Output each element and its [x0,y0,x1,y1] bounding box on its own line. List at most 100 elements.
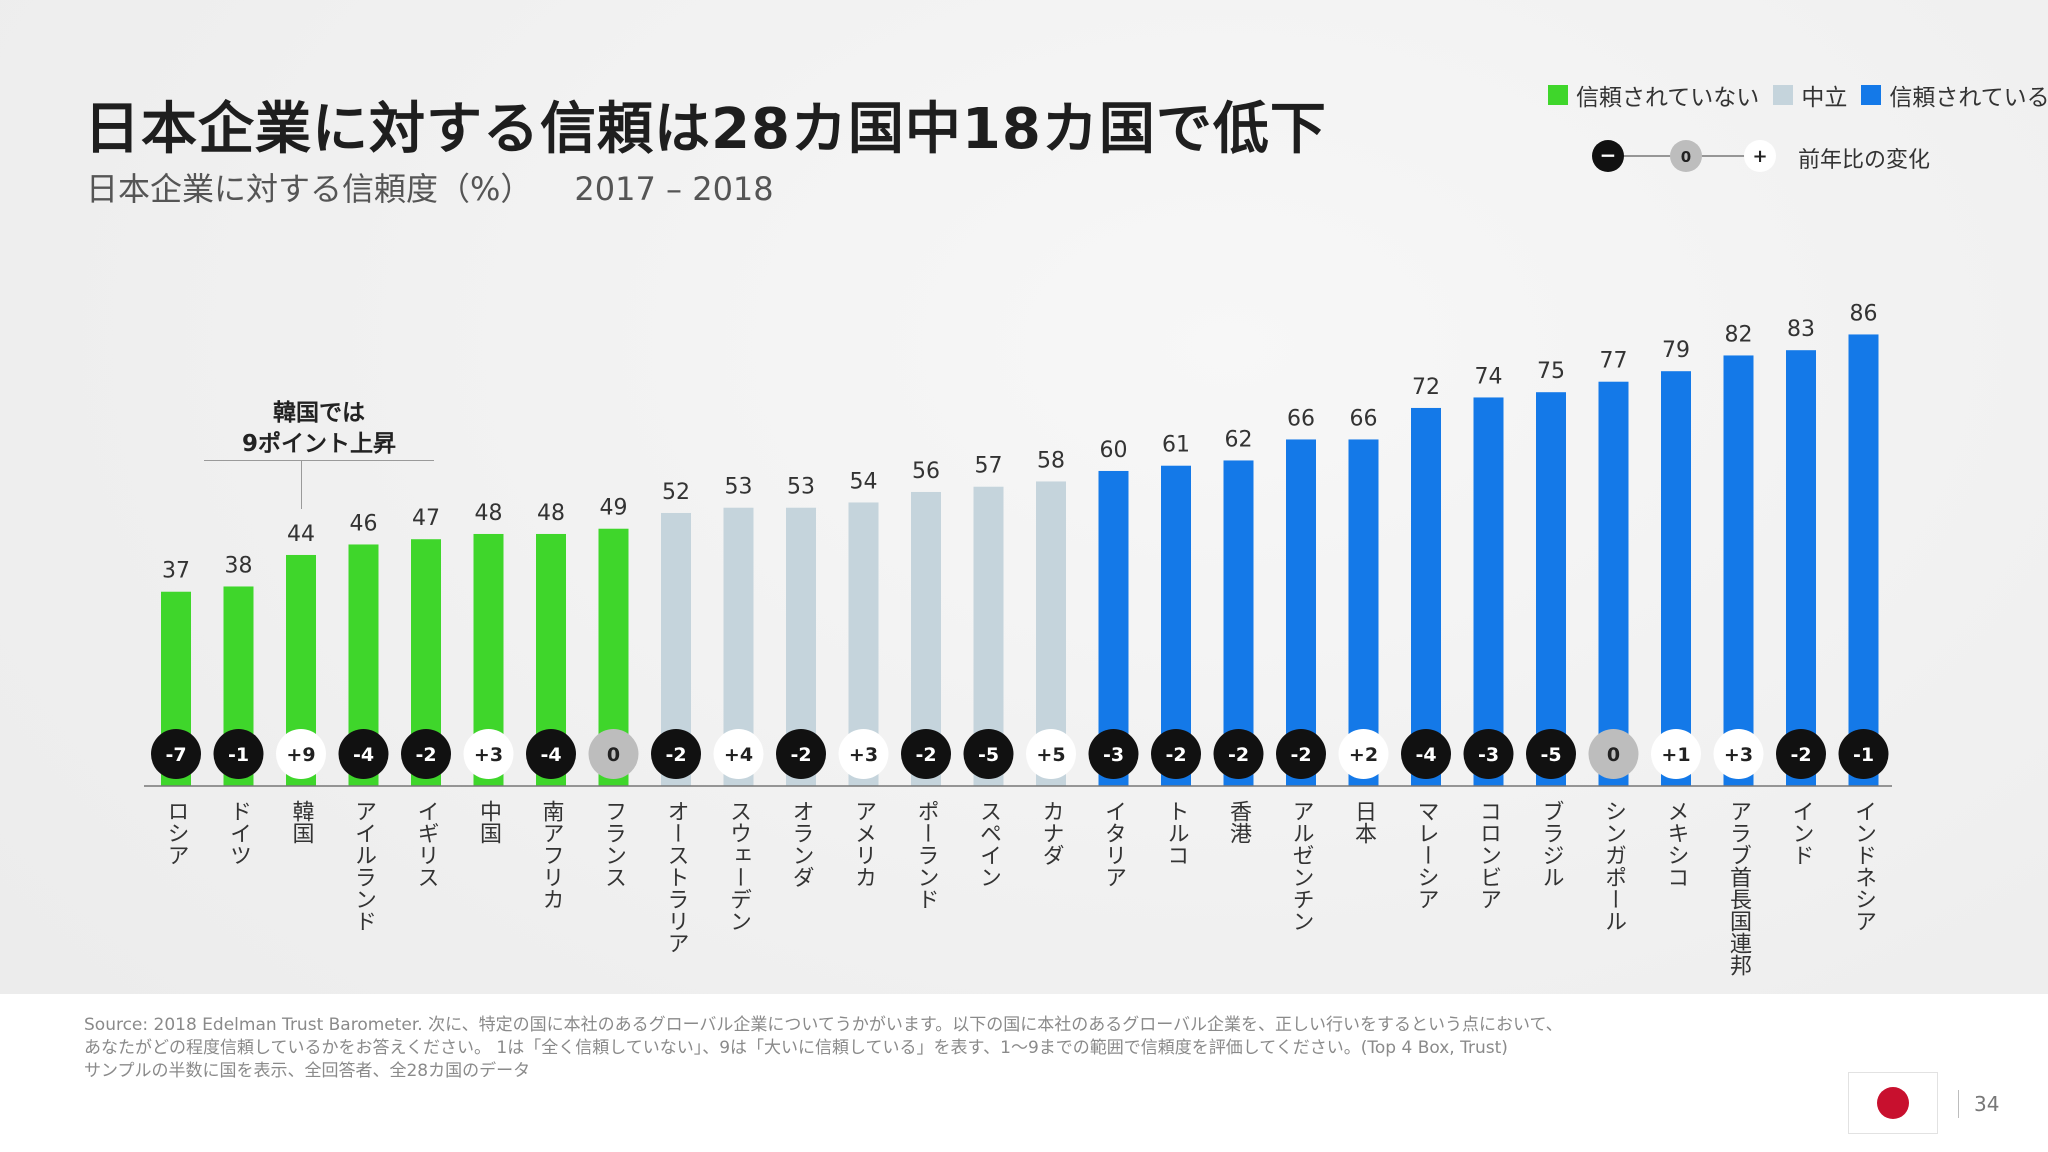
change-marker [1276,729,1326,779]
subtitle-label: 日本企業に対する信頼度（%） [86,170,533,208]
legend-swatch-trust [1861,85,1882,105]
bar [1661,371,1691,786]
category-label: フランス [601,800,626,888]
category-label: 韓国 [289,800,315,844]
bar [1723,355,1754,786]
change-label: -2 [915,744,936,766]
change-marker [1213,729,1264,779]
change-label: -1 [228,744,249,766]
change-marker [1776,729,1826,779]
value-label: 60 [1100,438,1128,463]
change-legend-zero-circle [1670,140,1702,172]
page-separator [1958,1090,1959,1118]
source-note: Source: 2018 Edelman Trust Barometer. 次に… [84,1014,1584,1083]
change-label: -7 [165,744,186,766]
change-legend-minus: − [1600,143,1617,167]
category-label: オランダ [789,800,814,888]
change-marker [588,729,639,779]
callout-pointer [301,461,302,509]
change-marker [526,729,576,779]
change-label: -2 [1165,744,1186,766]
change-label: +9 [286,744,315,766]
change-marker [651,729,701,779]
value-label: 47 [412,506,440,531]
value-label: 46 [350,511,378,536]
category-label: インド [1789,800,1814,866]
change-label: -4 [1415,744,1436,766]
category-label: アイルランド [351,800,376,932]
category-label: アラブ首長国連邦 [1726,800,1752,976]
category-label: アメリカ [851,800,876,888]
category-label: 香港 [1226,800,1252,844]
value-label: 83 [1787,317,1815,342]
category-label: トルコ [1164,800,1189,866]
value-label: 62 [1225,427,1253,452]
change-label: +2 [1349,744,1378,766]
page-title: 日本企業に対する信頼は28カ国中18カ国で低下 [84,97,1327,162]
category-label: イギリス [414,800,439,888]
value-label: 48 [537,501,565,526]
value-label: 53 [787,475,815,500]
change-legend-minus-circle [1592,140,1624,172]
value-label: 56 [912,459,940,484]
source-line-2: あなたがどの程度信頼しているかをお答えください。 1は「全く信頼していない」、9… [84,1038,1508,1058]
legend-item-neutral: 中立 [1773,78,1847,112]
change-legend: − 0 + [1592,140,1776,172]
value-label: 38 [225,553,253,578]
change-marker [1088,729,1139,779]
value-label: 75 [1537,359,1565,384]
change-marker [463,729,514,779]
change-label: -3 [1478,744,1499,766]
change-label: -5 [1540,744,1561,766]
callout-underline [204,460,434,461]
change-label: +3 [1724,744,1753,766]
change-label: -2 [1228,744,1249,766]
change-label: +3 [849,744,878,766]
value-label: 54 [850,469,878,494]
source-line-3: サンプルの半数に国を表示、全回答者、全28カ国のデータ [84,1061,531,1081]
value-label: 66 [1287,406,1315,431]
value-label: 52 [662,480,690,505]
subtitle-years: 2017 – 2018 [574,170,774,208]
value-label: 79 [1662,338,1690,363]
value-label: 37 [162,559,190,584]
value-label: 61 [1162,433,1190,458]
change-marker [1151,729,1201,779]
change-label: -2 [1290,744,1311,766]
category-label: コロンビア [1476,800,1501,910]
change-marker [213,729,264,779]
change-label: -2 [1790,744,1811,766]
category-label: ロシア [164,800,189,866]
legend-label-distrust: 信頼されていない [1576,85,1760,111]
change-label: -2 [790,744,811,766]
change-marker [1463,729,1514,779]
change-label: -2 [665,744,686,766]
category-label: ドイツ [226,800,251,866]
change-label: -1 [1853,744,1874,766]
bar [1848,334,1879,786]
flag-sun [1877,1087,1909,1119]
change-label: -2 [415,744,436,766]
change-label: -3 [1103,744,1124,766]
page-subtitle: 日本企業に対する信頼度（%） 2017 – 2018 [86,164,774,210]
bar [1348,439,1379,786]
change-legend-label: 前年比の変化 [1798,148,1931,173]
change-marker [901,729,951,779]
bar [1598,381,1629,786]
change-label: +3 [474,744,503,766]
value-label: 86 [1850,301,1878,326]
change-marker [338,729,389,779]
change-label: -4 [353,744,374,766]
bar-chart: 37 -7 ロシア 38 -1 ドイツ 44 +9 韓国 46 -4 アイルランド 47 -2 イギリス 48… [144,301,1892,976]
legend-item-trust: 信頼されている [1861,78,2048,112]
change-marker [276,729,326,779]
change-legend-zero: 0 [1681,148,1691,166]
change-marker [1338,729,1389,779]
legend-item-distrust: 信頼されていない [1548,78,1759,112]
value-label: 74 [1475,364,1503,389]
bar [1536,392,1566,786]
change-marker [401,729,451,779]
value-label: 44 [287,522,315,547]
change-legend-plus-circle [1744,140,1776,172]
category-label: 中国 [476,800,501,844]
